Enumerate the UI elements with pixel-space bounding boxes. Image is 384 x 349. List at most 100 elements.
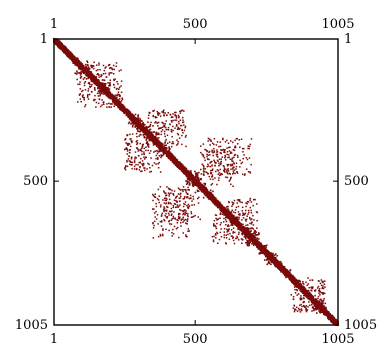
nonzero-mark <box>321 311 323 314</box>
nonzero-mark <box>214 198 217 200</box>
nonzero-mark <box>182 170 185 172</box>
nonzero-mark <box>331 321 334 324</box>
nonzero-mark <box>56 44 58 46</box>
nonzero-mark <box>248 232 251 235</box>
nonzero-mark <box>126 112 129 115</box>
nonzero-mark <box>292 276 295 278</box>
nonzero-mark <box>310 293 312 296</box>
nonzero-mark <box>306 296 309 298</box>
nonzero-mark <box>320 304 323 307</box>
nonzero-mark <box>142 131 145 134</box>
nonzero-mark <box>179 168 182 171</box>
nonzero-mark <box>239 229 241 231</box>
nonzero-mark <box>69 58 72 60</box>
nonzero-mark <box>174 157 177 159</box>
nonzero-mark <box>145 127 148 130</box>
nonzero-mark <box>71 54 74 57</box>
nonzero-mark <box>137 126 140 128</box>
nonzero-mark <box>279 269 281 271</box>
nonzero-mark <box>173 160 176 163</box>
nonzero-mark <box>219 202 222 205</box>
nonzero-mark <box>304 294 307 297</box>
nonzero-mark <box>81 64 84 66</box>
nonzero-mark <box>80 68 83 71</box>
nonzero-mark <box>123 107 126 109</box>
nonzero-mark <box>65 47 68 50</box>
nonzero-mark <box>240 228 242 231</box>
nonzero-mark <box>269 258 272 261</box>
nonzero-mark <box>258 241 260 243</box>
nonzero-mark <box>125 112 127 114</box>
nonzero-mark <box>165 154 168 157</box>
nonzero-mark <box>172 155 175 157</box>
nonzero-mark <box>226 209 229 212</box>
nonzero-mark <box>170 159 173 162</box>
nonzero-mark <box>95 84 98 86</box>
nonzero-mark <box>184 172 187 175</box>
nonzero-mark <box>102 91 105 94</box>
nonzero-mark <box>291 279 293 282</box>
nonzero-mark <box>323 313 325 316</box>
nonzero-mark <box>131 120 134 123</box>
nonzero-mark <box>119 108 122 111</box>
nonzero-mark <box>106 95 109 97</box>
nonzero-mark <box>295 279 297 281</box>
nonzero-mark <box>222 211 224 214</box>
nonzero-mark <box>184 173 186 175</box>
nonzero-mark <box>221 210 223 213</box>
nonzero-mark <box>199 187 202 190</box>
nonzero-mark <box>300 284 303 286</box>
nonzero-mark <box>257 240 259 243</box>
nonzero-mark <box>226 215 228 218</box>
nonzero-mark <box>325 314 327 317</box>
nonzero-mark <box>82 70 85 73</box>
nonzero-mark <box>170 158 173 161</box>
nonzero-mark <box>85 74 88 76</box>
nonzero-mark <box>115 104 118 106</box>
nonzero-mark <box>270 260 273 263</box>
nonzero-mark <box>335 320 338 322</box>
nonzero-mark <box>66 52 68 55</box>
nonzero-mark <box>222 210 225 212</box>
sparsity-points <box>52 37 340 327</box>
nonzero-mark <box>104 93 107 95</box>
nonzero-mark <box>223 212 226 215</box>
nonzero-mark <box>237 226 239 229</box>
nonzero-mark <box>330 320 332 322</box>
nonzero-mark <box>173 157 176 160</box>
nonzero-mark <box>328 318 330 321</box>
nonzero-mark <box>141 130 144 133</box>
nonzero-mark <box>123 112 126 115</box>
nonzero-mark <box>61 50 64 53</box>
nonzero-mark <box>60 48 62 51</box>
nonzero-mark <box>65 53 68 55</box>
nonzero-mark <box>197 187 200 189</box>
nonzero-mark <box>215 204 218 207</box>
nonzero-mark <box>166 155 169 158</box>
nonzero-mark <box>248 238 251 241</box>
nonzero-mark <box>238 227 241 230</box>
nonzero-mark <box>187 170 189 173</box>
nonzero-mark <box>112 101 114 103</box>
nonzero-mark <box>312 302 315 305</box>
nonzero-mark <box>122 105 125 108</box>
nonzero-mark <box>282 272 285 275</box>
nonzero-mark <box>125 114 128 117</box>
nonzero-mark <box>180 167 182 169</box>
nonzero-mark <box>92 80 95 83</box>
nonzero-mark <box>281 270 283 273</box>
nonzero-mark <box>156 145 158 147</box>
nonzero-mark <box>127 116 130 118</box>
nonzero-mark <box>163 146 166 149</box>
nonzero-mark <box>196 184 199 187</box>
nonzero-mark <box>259 249 262 251</box>
nonzero-mark <box>169 158 171 160</box>
nonzero-mark <box>90 76 92 79</box>
nonzero-mark <box>171 158 174 161</box>
nonzero-mark <box>122 110 125 113</box>
nonzero-mark <box>159 148 162 151</box>
nonzero-mark <box>59 47 61 50</box>
nonzero-mark <box>206 194 209 197</box>
nonzero-mark <box>201 184 204 186</box>
